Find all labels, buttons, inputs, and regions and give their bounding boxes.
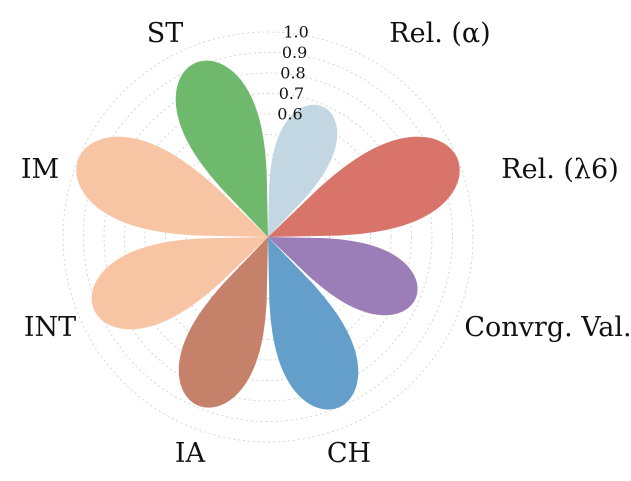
category-label-5: IA (175, 438, 206, 469)
grid-ring (83, 52, 453, 422)
radial-tick-label: 1.0 (283, 23, 308, 42)
grid-ring (165, 134, 371, 340)
category-label-4: CH (327, 438, 371, 469)
grid-ring (144, 113, 392, 361)
petal-0 (175, 60, 268, 237)
radial-tick-label: 0.7 (279, 84, 304, 103)
petal-3 (268, 237, 418, 316)
radial-tick-label: 0.9 (282, 43, 307, 62)
radial-tick-label: 0.8 (280, 63, 305, 82)
petal-6 (91, 237, 268, 330)
grid-ring (124, 93, 412, 381)
petal-2 (268, 136, 460, 237)
category-label-3: Convrg. Val. (464, 312, 631, 343)
category-label-2: Rel. (λ6) (501, 154, 618, 185)
grid-layer (62, 31, 474, 443)
grid-ring (185, 154, 351, 320)
petal-5 (178, 237, 268, 408)
category-label-0: ST (147, 18, 184, 49)
grid-ring (206, 175, 330, 299)
petal-7 (76, 136, 268, 237)
radial-tick-labels: 1.00.90.8 0.70.6 (277, 23, 309, 124)
grid-ring (226, 195, 310, 279)
petal-4 (268, 237, 359, 410)
grid-ring (103, 72, 433, 402)
petal-1 (268, 104, 338, 237)
category-label-7: IM (21, 154, 59, 185)
category-labels: ST Rel. (α) Rel. (λ6) Convrg. Val. CH IA INT IM (21, 18, 631, 469)
category-label-6: INT (24, 312, 76, 343)
radial-tick-label: 0.6 (277, 104, 302, 123)
category-label-1: Rel. (α) (389, 18, 490, 49)
grid-ring (62, 31, 474, 443)
petal-layer (76, 60, 460, 410)
